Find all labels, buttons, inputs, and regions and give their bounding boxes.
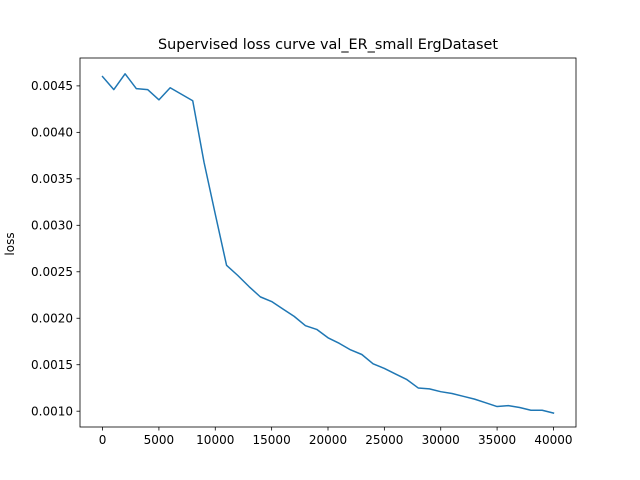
y-tick-label: 0.0010 (31, 404, 73, 418)
x-tick-label: 20000 (309, 433, 347, 447)
x-tick-label: 40000 (534, 433, 572, 447)
y-axis-label: loss (3, 232, 17, 255)
x-tick-label: 30000 (422, 433, 460, 447)
series-line-0 (101, 73, 555, 414)
x-tick-label: 15000 (253, 433, 291, 447)
x-tick-label: 0 (99, 433, 107, 447)
x-tick-label: 5000 (144, 433, 175, 447)
y-tick-label: 0.0035 (31, 172, 73, 186)
y-tick-label: 0.0015 (31, 358, 73, 372)
x-tick-label: 25000 (365, 433, 403, 447)
y-tick-label: 0.0020 (31, 312, 73, 326)
chart-title: Supervised loss curve val_ER_small ErgDa… (158, 37, 498, 53)
x-tick-label: 10000 (196, 433, 234, 447)
y-tick-label: 0.0040 (31, 126, 73, 140)
y-tick-label: 0.0025 (31, 265, 73, 279)
y-tick-label: 0.0030 (31, 219, 73, 233)
x-tick-label: 35000 (478, 433, 516, 447)
y-tick-label: 0.0045 (31, 79, 73, 93)
plot-area: 0 5000 10000 15000 20000 25000 30000 35000 40000… (31, 57, 577, 447)
